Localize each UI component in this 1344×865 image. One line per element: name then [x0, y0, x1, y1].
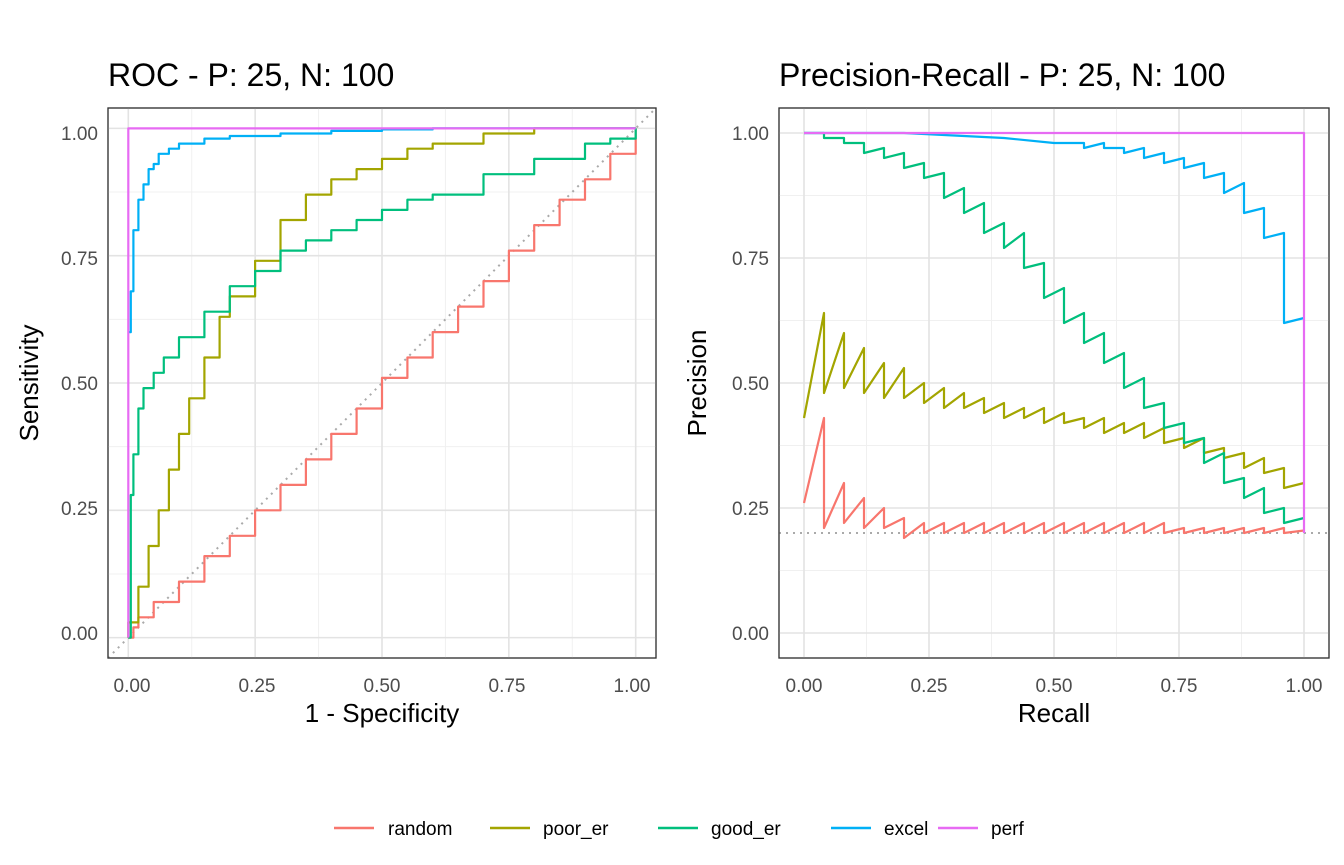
legend-label-good-er: good_er [711, 819, 781, 840]
pr-series-excel [804, 131, 1305, 325]
roc-panel: ROC - P: 25, N: 100 0.00 0.25 0.50 0.75 … [14, 57, 657, 728]
roc-plot-border [107, 107, 657, 659]
roc-y-tick-labels: 0.00 0.25 0.50 0.75 1.00 [61, 124, 98, 645]
pr-x-tick: 0.75 [1161, 676, 1198, 697]
roc-series-perf [127, 127, 636, 638]
pr-y-axis-title: Precision [682, 330, 712, 437]
pr-series-perf [804, 131, 1306, 533]
pr-y-tick: 1.00 [732, 124, 769, 145]
roc-y-tick: 0.50 [61, 374, 98, 395]
pr-y-tick: 0.25 [732, 499, 769, 520]
pr-series-group [802, 131, 1306, 540]
pr-y-tick-labels: 0.00 0.25 0.50 0.75 1.00 [732, 124, 769, 645]
legend-label-random: random [388, 819, 452, 840]
pr-series-good-er [804, 131, 1305, 525]
pr-series-poor-er [802, 311, 1305, 490]
roc-y-tick: 0.25 [61, 499, 98, 520]
legend-label-poor-er: poor_er [543, 819, 609, 840]
legend-label-excel: excel [884, 819, 928, 840]
roc-series-good-er [128, 128, 637, 639]
roc-y-tick: 0.75 [61, 249, 98, 270]
roc-series-excel [128, 127, 636, 334]
roc-x-tick: 0.25 [239, 676, 276, 697]
pr-plot-border [778, 107, 1330, 659]
legend-label-perf: perf [991, 819, 1024, 840]
roc-y-tick: 1.00 [61, 124, 98, 145]
roc-x-tick-labels: 0.00 0.25 0.50 0.75 1.00 [114, 676, 651, 697]
legend: random poor_er good_er excel perf [334, 819, 1024, 840]
pr-y-tick: 0.75 [732, 249, 769, 270]
roc-series-random [128, 128, 637, 639]
pr-x-tick: 1.00 [1286, 676, 1323, 697]
roc-x-tick: 0.50 [364, 676, 401, 697]
pr-y-tick: 0.50 [732, 374, 769, 395]
roc-x-tick: 0.00 [114, 676, 151, 697]
roc-series-group [127, 127, 637, 639]
legend-item-good-er: good_er [658, 819, 781, 840]
pr-x-tick-labels: 0.00 0.25 0.50 0.75 1.00 [786, 676, 1323, 697]
legend-item-excel: excel [831, 819, 928, 840]
pr-y-tick: 0.00 [732, 624, 769, 645]
pr-panel: Precision-Recall - P: 25, N: 100 0.00 0.… [682, 57, 1330, 728]
pr-x-axis-title: Recall [1018, 698, 1090, 728]
pr-x-tick: 0.25 [911, 676, 948, 697]
legend-item-random: random [334, 819, 452, 840]
roc-y-axis-title: Sensitivity [14, 324, 44, 441]
roc-x-tick: 1.00 [614, 676, 651, 697]
pr-title: Precision-Recall - P: 25, N: 100 [779, 57, 1225, 93]
legend-item-perf: perf [938, 819, 1024, 840]
pr-series-random [802, 416, 1305, 540]
roc-x-tick: 0.75 [489, 676, 526, 697]
roc-y-tick: 0.00 [61, 624, 98, 645]
roc-x-axis-title: 1 - Specificity [305, 698, 460, 728]
roc-title: ROC - P: 25, N: 100 [108, 57, 394, 93]
pr-x-tick: 0.50 [1036, 676, 1073, 697]
legend-item-poor-er: poor_er [490, 819, 609, 840]
pr-x-tick: 0.00 [786, 676, 823, 697]
